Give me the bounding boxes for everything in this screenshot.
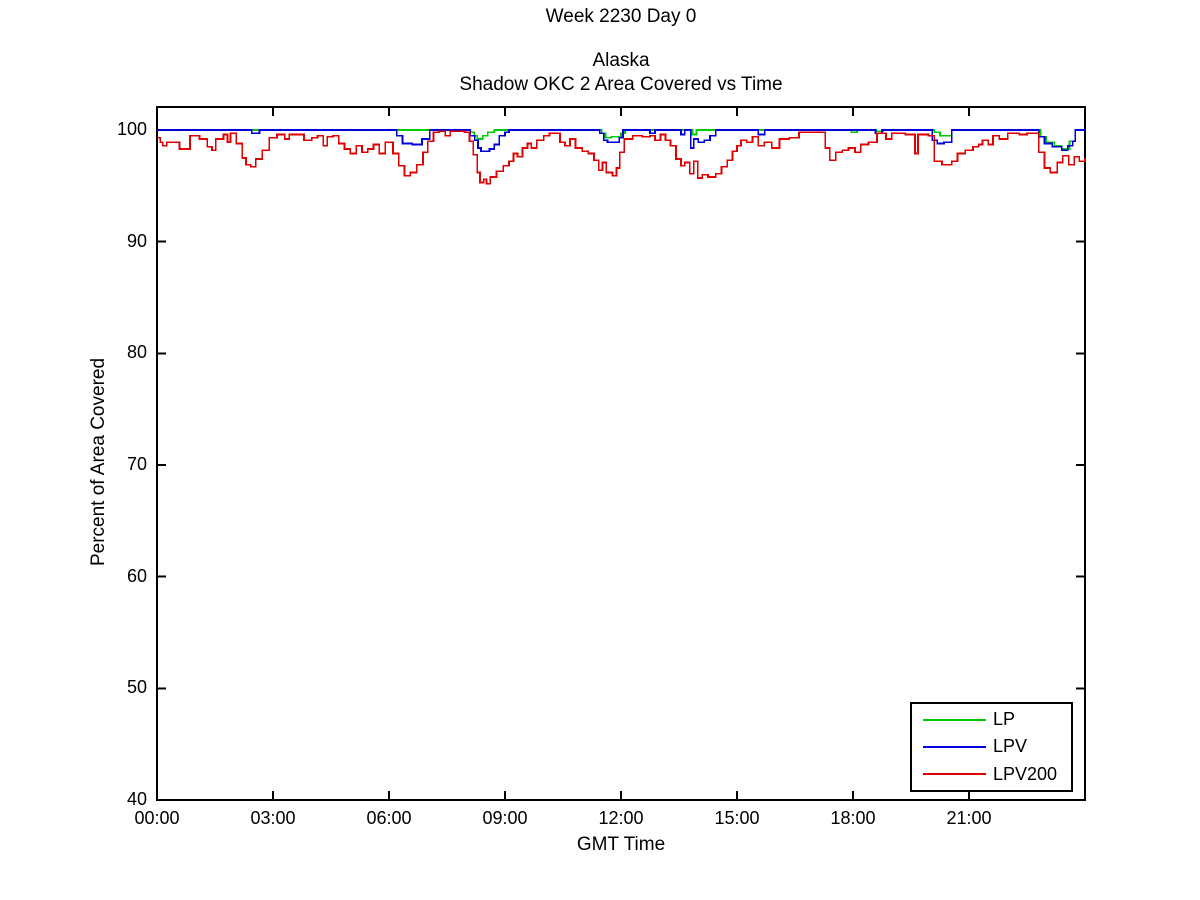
legend-item-lpv: LPV — [912, 734, 1071, 760]
x-tick-label: 03:00 — [250, 808, 296, 828]
y-tick-label: 70 — [126, 454, 147, 474]
y-tick-label: 50 — [126, 677, 147, 698]
legend: LP LPV LPV200 — [910, 702, 1073, 792]
x-tick-label: 12:00 — [598, 808, 644, 828]
legend-item-lpv200: LPV200 — [912, 761, 1071, 787]
chart-title: Week 2230 Day 0 — [545, 6, 697, 27]
x-tick-label: 00:00 — [134, 808, 180, 828]
legend-label-lpv: LPV — [993, 736, 1028, 757]
legend-label-lpv200: LPV200 — [993, 763, 1058, 784]
axis-ticks — [156, 107, 1085, 801]
axes-box — [156, 106, 1086, 801]
y-tick-label: 90 — [126, 230, 147, 251]
x-tick-label: 18:00 — [830, 808, 876, 828]
y-tick-label: 100 — [116, 119, 147, 139]
legend-label-lp: LP — [993, 709, 1016, 730]
legend-item-lp: LP — [912, 707, 1071, 733]
x-tick-label: 09:00 — [482, 808, 528, 828]
x-tick-label: 21:00 — [946, 808, 992, 828]
y-tick-label: 60 — [126, 565, 147, 586]
x-tick-label: 15:00 — [714, 808, 760, 828]
lp-line-sample — [923, 718, 986, 721]
x-tick-label: 06:00 — [366, 808, 412, 828]
series-line-lp — [157, 129, 1085, 150]
y-tick-label: 40 — [126, 789, 147, 809]
series-line-lpv — [157, 129, 1085, 153]
y-tick-label: 80 — [126, 342, 147, 363]
x-axis-label: GMT Time — [576, 834, 666, 855]
series-line-lpv200 — [157, 130, 1086, 185]
lpv-line-sample — [923, 745, 986, 748]
chart-subtitle-main: Shadow OKC 2 Area Covered vs Time — [459, 74, 783, 95]
chart-subtitle-location: Alaska — [592, 50, 650, 71]
lpv200-line-sample — [923, 773, 986, 776]
